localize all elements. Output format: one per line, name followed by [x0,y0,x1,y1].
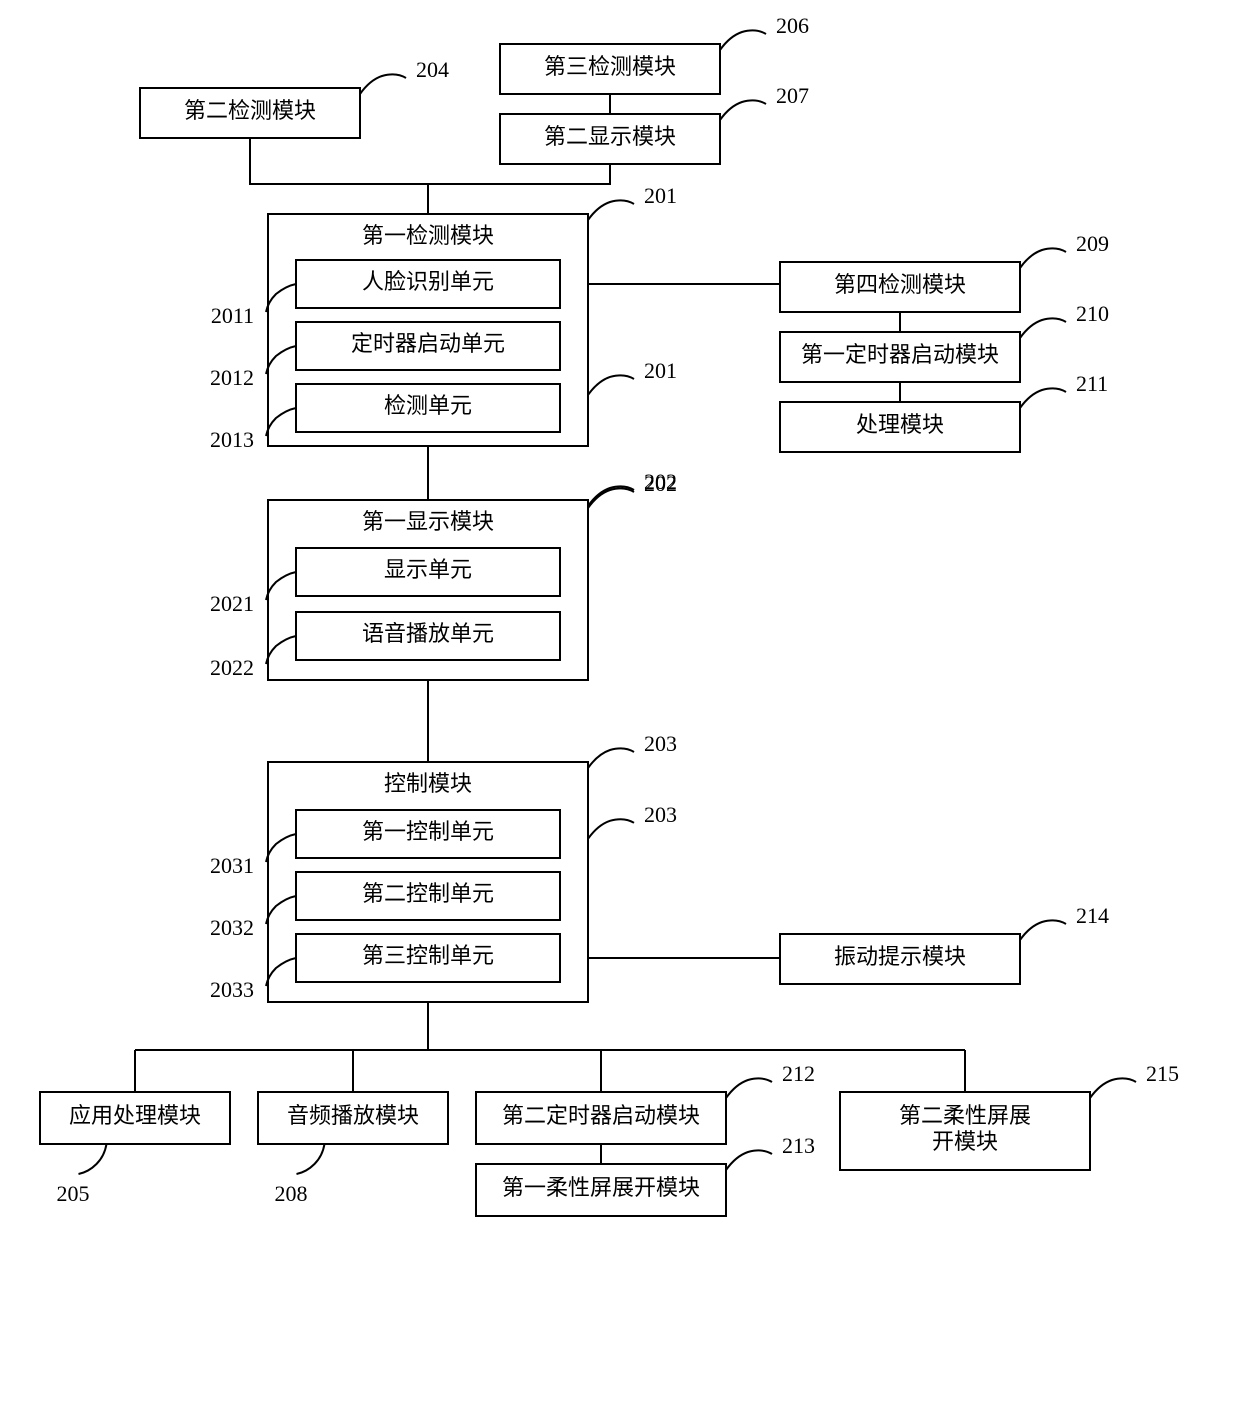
box-b209: 第四检测模块 209 [780,231,1109,312]
box-b214: 振动提示模块 214 [780,903,1109,984]
svg-text:第一显示模块: 第一显示模块 [362,509,494,534]
svg-text:202: 202 [644,471,677,496]
svg-text:2033: 2033 [210,977,254,1002]
svg-text:2021: 2021 [210,591,254,616]
svg-text:开模块: 开模块 [932,1129,998,1154]
svg-text:214: 214 [1076,903,1109,928]
svg-text:201: 201 [644,183,677,208]
svg-text:208: 208 [275,1181,308,1206]
box-b204: 第二检测模块 204 [140,57,449,138]
svg-text:第一控制单元: 第一控制单元 [362,819,494,844]
svg-text:第二定时器启动模块: 第二定时器启动模块 [502,1103,700,1128]
box-b207: 第二显示模块 207 [500,83,809,164]
svg-text:2012: 2012 [210,365,254,390]
svg-text:第三控制单元: 第三控制单元 [362,943,494,968]
svg-text:203: 203 [644,802,677,827]
svg-text:215: 215 [1146,1061,1179,1086]
svg-text:212: 212 [782,1061,815,1086]
svg-text:206: 206 [776,13,809,38]
svg-text:203: 203 [644,731,677,756]
svg-text:201: 201 [644,358,677,383]
svg-text:显示单元: 显示单元 [384,557,472,582]
box-b213: 第一柔性屏展开模块 213 [476,1133,815,1216]
box-b215: 第二柔性屏展开模块 215 [840,1061,1179,1170]
svg-text:205: 205 [57,1181,90,1206]
svg-text:语音播放单元: 语音播放单元 [362,621,494,646]
svg-text:人脸识别单元: 人脸识别单元 [362,269,494,294]
svg-text:定时器启动单元: 定时器启动单元 [351,331,505,356]
svg-text:2013: 2013 [210,427,254,452]
svg-text:211: 211 [1076,371,1108,396]
svg-text:2011: 2011 [211,303,254,328]
box-b212: 第二定时器启动模块 212 [476,1061,815,1144]
svg-text:控制模块: 控制模块 [384,771,472,796]
svg-text:第二检测模块: 第二检测模块 [184,98,316,123]
box-b205: 应用处理模块 205 [40,1092,230,1206]
box-b211: 处理模块 211 [780,371,1108,452]
svg-text:应用处理模块: 应用处理模块 [69,1103,201,1128]
svg-text:第一柔性屏展开模块: 第一柔性屏展开模块 [502,1175,700,1200]
svg-text:204: 204 [416,57,449,82]
svg-text:第二显示模块: 第二显示模块 [544,124,676,149]
svg-text:第一检测模块: 第一检测模块 [362,223,494,248]
svg-text:第二柔性屏展: 第二柔性屏展 [899,1103,1031,1128]
svg-text:检测单元: 检测单元 [384,393,472,418]
svg-text:209: 209 [1076,231,1109,256]
svg-text:210: 210 [1076,301,1109,326]
svg-text:第一定时器启动模块: 第一定时器启动模块 [801,342,999,367]
box-b208: 音频播放模块 208 [258,1092,448,1206]
box-b210: 第一定时器启动模块 210 [780,301,1109,382]
svg-text:处理模块: 处理模块 [856,412,944,437]
svg-text:2022: 2022 [210,655,254,680]
svg-text:第二控制单元: 第二控制单元 [362,881,494,906]
svg-text:振动提示模块: 振动提示模块 [834,944,966,969]
svg-text:音频播放模块: 音频播放模块 [287,1103,419,1128]
box-b206: 第三检测模块 206 [500,13,809,94]
svg-text:2031: 2031 [210,853,254,878]
svg-text:2032: 2032 [210,915,254,940]
svg-text:207: 207 [776,83,809,108]
svg-text:第四检测模块: 第四检测模块 [834,272,966,297]
svg-text:213: 213 [782,1133,815,1158]
svg-text:第三检测模块: 第三检测模块 [544,54,676,79]
